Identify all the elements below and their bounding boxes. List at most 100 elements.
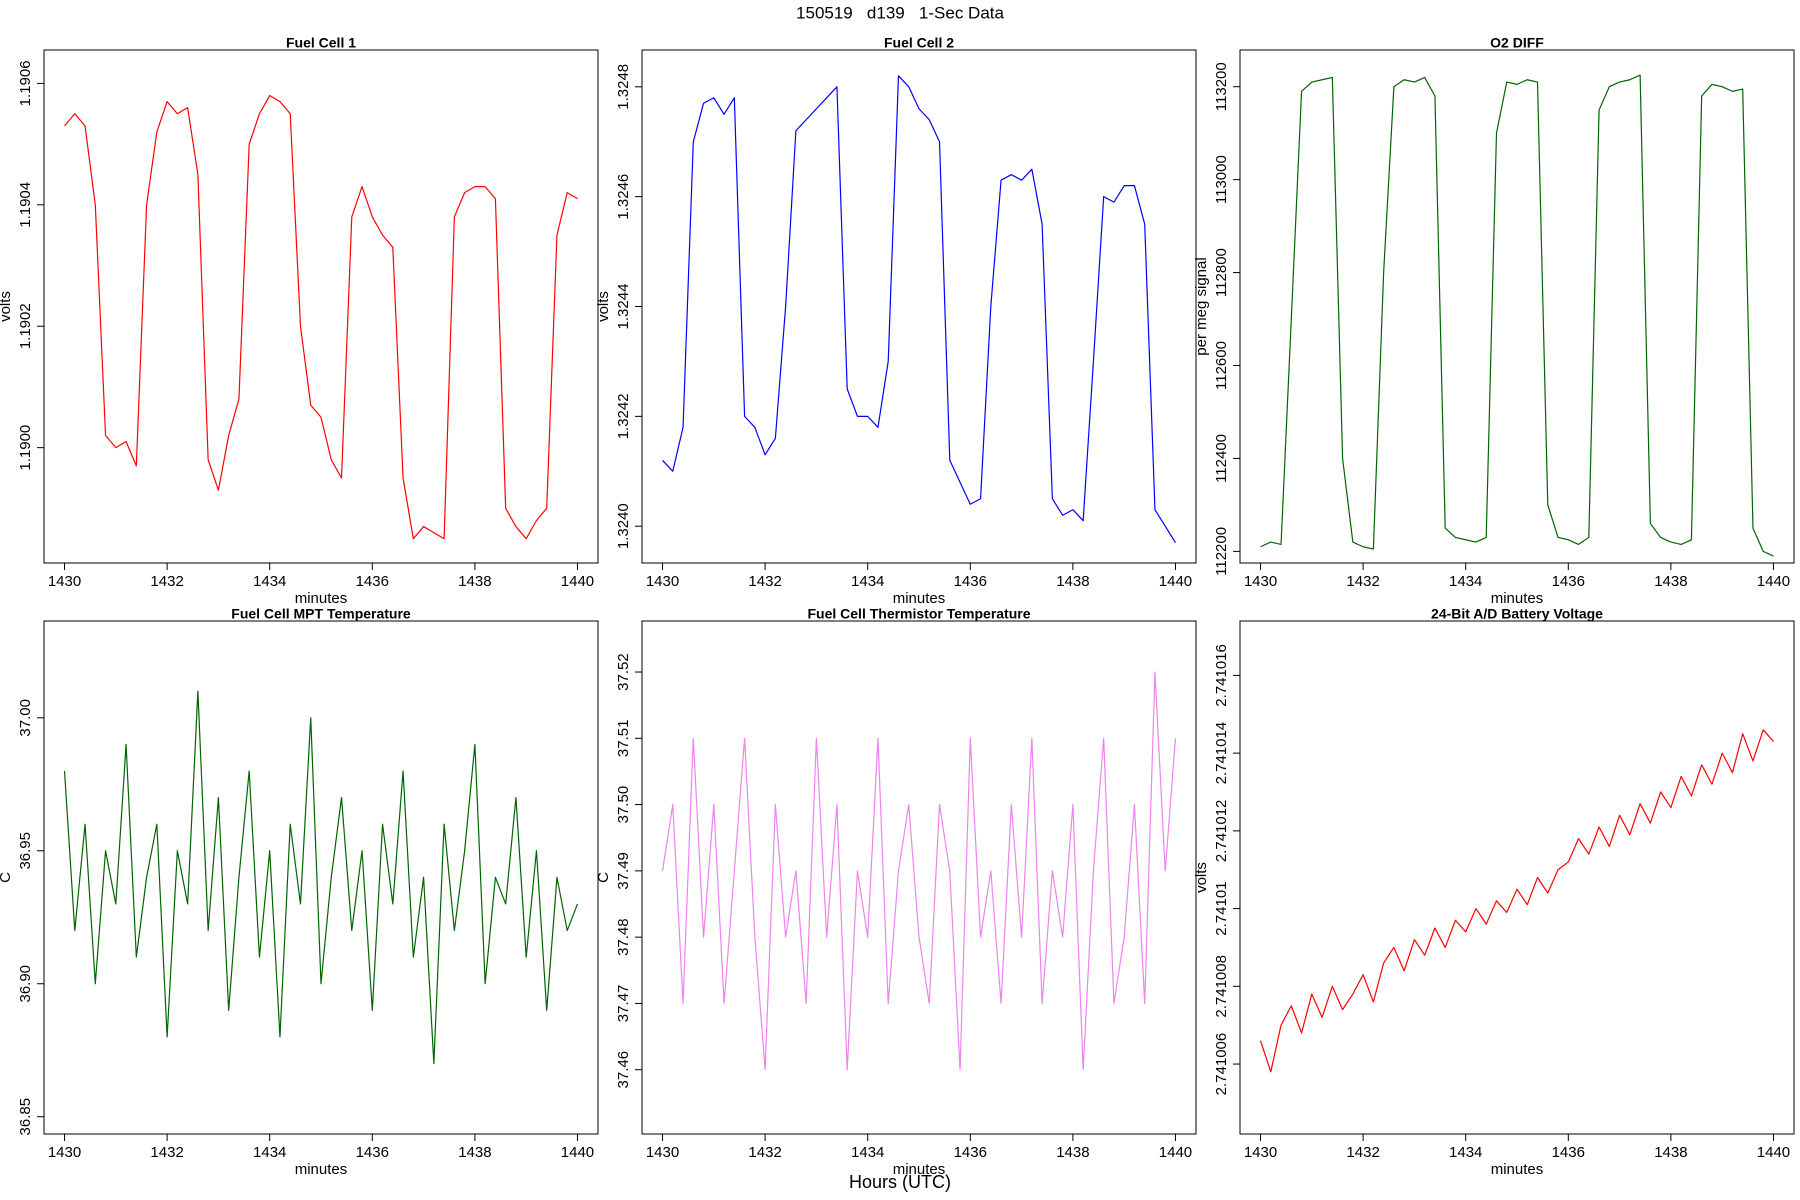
y-tick-label: 1.1904 [17, 182, 34, 228]
plot-frame [43, 620, 599, 1135]
y-tick-label: 112800 [1213, 248, 1230, 297]
plot-frame [43, 49, 599, 564]
data-line [662, 75, 1176, 543]
x-tick-label: 1438 [458, 1144, 491, 1161]
x-tick-label: 1440 [561, 573, 594, 590]
y-tick-label: 37.00 [17, 699, 34, 737]
x-tick-label: 1436 [356, 573, 389, 590]
x-tick-label: 1432 [1346, 573, 1379, 590]
x-axis-label: minutes [1491, 590, 1544, 607]
x-tick-label: 1432 [150, 1144, 183, 1161]
y-tick-label: 2.741016 [1213, 644, 1230, 707]
panel-title: 24-Bit A/D Battery Voltage [1431, 606, 1603, 622]
plot-frame [641, 49, 1197, 564]
x-axis-label: minutes [893, 590, 946, 607]
y-axis-label: volts [1193, 862, 1210, 893]
x-tick-label: 1436 [356, 1144, 389, 1161]
y-axis-label: per meg signal [1193, 257, 1210, 355]
x-tick-label: 1434 [1449, 1144, 1482, 1161]
y-tick-label: 37.47 [615, 985, 632, 1023]
panel-title: Fuel Cell 2 [884, 35, 954, 51]
x-axis-label: minutes [893, 1161, 946, 1178]
x-tick-label: 1434 [851, 573, 884, 590]
data-line [63, 690, 579, 1065]
x-tick-label: 1432 [150, 573, 183, 590]
panel-title: Fuel Cell Thermistor Temperature [807, 606, 1030, 622]
x-axis-label: minutes [1491, 1161, 1544, 1178]
plot-frame [1239, 49, 1795, 564]
x-tick-label: 1440 [1159, 573, 1192, 590]
data-line [661, 671, 1177, 1071]
y-tick-label: 112600 [1213, 341, 1230, 390]
y-tick-label: 37.52 [615, 653, 632, 691]
y-tick-label: 2.741008 [1213, 955, 1230, 1018]
x-axis-label: minutes [295, 590, 348, 607]
x-tick-label: 1430 [646, 573, 679, 590]
y-axis-label: C [0, 872, 14, 883]
y-tick-label: 112400 [1213, 434, 1230, 483]
x-tick-label: 1440 [1757, 1144, 1790, 1161]
x-tick-label: 1438 [458, 573, 491, 590]
panel-title: Fuel Cell MPT Temperature [231, 606, 411, 622]
y-tick-label: 2.74101 [1213, 881, 1230, 935]
y-tick-label: 36.90 [17, 965, 34, 1003]
y-tick-label: 2.741012 [1213, 800, 1230, 863]
x-tick-label: 1438 [1056, 1144, 1089, 1161]
x-tick-label: 1430 [1244, 573, 1277, 590]
y-tick-label: 1.3240 [615, 503, 632, 549]
y-tick-label: 113200 [1213, 62, 1230, 111]
x-tick-label: 1432 [748, 573, 781, 590]
x-tick-label: 1438 [1654, 573, 1687, 590]
x-tick-label: 1430 [646, 1144, 679, 1161]
x-tick-label: 1440 [1757, 573, 1790, 590]
y-axis-label: volts [595, 291, 612, 322]
x-tick-label: 1430 [48, 1144, 81, 1161]
x-tick-label: 1440 [1159, 1144, 1192, 1161]
panel-title: O2 DIFF [1490, 35, 1544, 51]
x-axis-label: minutes [295, 1161, 348, 1178]
y-tick-label: 37.46 [615, 1051, 632, 1089]
x-tick-label: 1434 [253, 573, 286, 590]
x-tick-label: 1432 [748, 1144, 781, 1161]
y-tick-label: 1.3242 [615, 393, 632, 439]
figure-title: 150519 d139 1-Sec Data [796, 3, 1004, 22]
y-tick-label: 37.51 [615, 720, 632, 758]
x-tick-label: 1430 [48, 573, 81, 590]
y-tick-label: 1.1900 [17, 425, 34, 471]
x-tick-label: 1436 [954, 1144, 987, 1161]
y-tick-label: 112200 [1213, 527, 1230, 576]
y-tick-label: 37.50 [615, 786, 632, 824]
data-line [1260, 74, 1774, 557]
x-tick-label: 1440 [561, 1144, 594, 1161]
y-axis-label: volts [0, 291, 14, 322]
y-tick-label: 2.741006 [1213, 1033, 1230, 1096]
x-tick-label: 1436 [954, 573, 987, 590]
plot-frame [1239, 620, 1795, 1135]
x-tick-label: 1430 [1244, 1144, 1277, 1161]
data-line [1259, 729, 1774, 1073]
y-axis-label: C [595, 872, 612, 883]
y-tick-label: 1.3248 [615, 64, 632, 110]
x-tick-label: 1436 [1552, 573, 1585, 590]
plot-frame [641, 620, 1197, 1135]
x-tick-label: 1434 [851, 1144, 884, 1161]
figure-x-label: Hours (UTC) [849, 1172, 951, 1192]
x-tick-label: 1438 [1056, 573, 1089, 590]
y-tick-label: 37.48 [615, 918, 632, 956]
y-tick-label: 36.95 [17, 832, 34, 870]
x-tick-label: 1436 [1552, 1144, 1585, 1161]
x-tick-label: 1434 [253, 1144, 286, 1161]
y-tick-label: 36.85 [17, 1098, 34, 1136]
y-tick-label: 113000 [1213, 155, 1230, 204]
x-tick-label: 1438 [1654, 1144, 1687, 1161]
y-tick-label: 37.49 [615, 852, 632, 890]
x-tick-label: 1434 [1449, 573, 1482, 590]
y-tick-label: 2.741014 [1213, 722, 1230, 785]
y-tick-label: 1.3244 [615, 284, 632, 330]
y-tick-label: 1.1902 [17, 303, 34, 349]
y-tick-label: 1.3246 [615, 174, 632, 220]
y-tick-label: 1.1906 [17, 60, 34, 106]
x-tick-label: 1432 [1346, 1144, 1379, 1161]
data-line [64, 94, 578, 540]
